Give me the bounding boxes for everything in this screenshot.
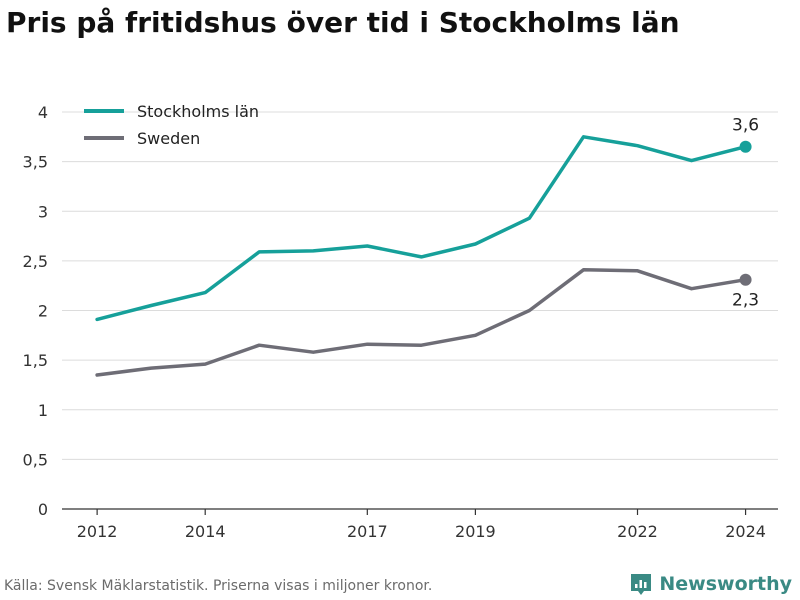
x-tick-label: 2012	[77, 522, 118, 541]
series-end-point-1	[739, 140, 752, 153]
x-tick-label: 2024	[725, 522, 766, 541]
y-tick-label: 4	[38, 103, 48, 122]
x-tick-label: 2022	[617, 522, 658, 541]
brand: Newsworthy	[629, 570, 792, 598]
series-end-point-2	[739, 273, 752, 286]
y-tick-label: 0,5	[23, 450, 48, 469]
newsworthy-logo-icon	[631, 574, 652, 595]
series-end-label-2: 2,3	[732, 291, 759, 311]
series-line-1	[95, 135, 748, 322]
y-tick-label: 2	[38, 302, 48, 321]
y-tick-label: 0	[38, 500, 48, 519]
legend-label-2: Sweden	[137, 129, 200, 148]
x-tick-label: 2017	[347, 522, 388, 541]
legend-label-1: Stockholms län	[137, 102, 259, 121]
y-tick-label: 3	[38, 202, 48, 221]
y-tick-label: 1,5	[23, 351, 48, 370]
brand-name: Newsworthy	[659, 573, 792, 595]
source-note: Källa: Svensk Mäklarstatistik. Priserna …	[4, 578, 433, 594]
x-tick-label: 2014	[185, 522, 226, 541]
chart-title: Pris på fritidshus över tid i Stockholms…	[6, 6, 680, 39]
y-tick-label: 3,5	[23, 153, 48, 172]
series-line-2	[95, 268, 748, 377]
x-tick-label: 2019	[455, 522, 496, 541]
y-tick-label: 1	[38, 401, 48, 420]
y-tick-label: 2,5	[23, 252, 48, 271]
series-end-label-1: 3,6	[732, 116, 759, 136]
